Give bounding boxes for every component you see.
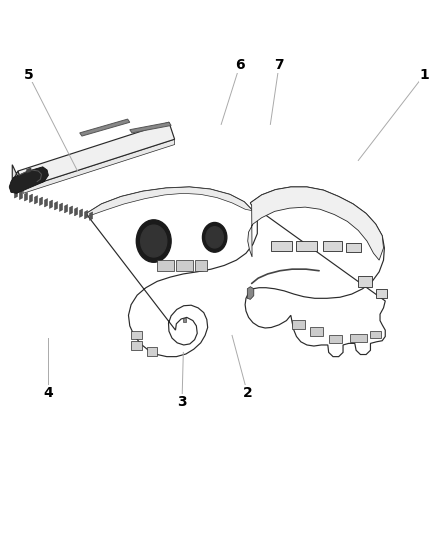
- Polygon shape: [371, 330, 381, 338]
- Polygon shape: [297, 241, 318, 251]
- Polygon shape: [346, 243, 361, 252]
- Polygon shape: [157, 260, 174, 271]
- Polygon shape: [14, 190, 18, 198]
- Polygon shape: [27, 168, 31, 173]
- Polygon shape: [29, 194, 32, 203]
- Polygon shape: [25, 192, 28, 201]
- Polygon shape: [328, 335, 342, 343]
- Polygon shape: [23, 139, 175, 193]
- Polygon shape: [70, 206, 73, 214]
- Text: 3: 3: [177, 395, 187, 409]
- Polygon shape: [86, 187, 253, 216]
- Polygon shape: [49, 200, 53, 208]
- Polygon shape: [19, 191, 22, 199]
- Polygon shape: [9, 167, 48, 193]
- Text: 4: 4: [43, 386, 53, 400]
- Polygon shape: [60, 203, 63, 212]
- Circle shape: [141, 225, 167, 257]
- Circle shape: [136, 220, 171, 262]
- Polygon shape: [245, 187, 385, 357]
- Text: 2: 2: [242, 386, 252, 400]
- Polygon shape: [18, 122, 175, 188]
- Polygon shape: [292, 319, 305, 329]
- Polygon shape: [147, 347, 157, 356]
- Polygon shape: [39, 197, 42, 206]
- Polygon shape: [376, 289, 387, 298]
- Polygon shape: [184, 318, 186, 322]
- Polygon shape: [350, 334, 367, 342]
- Polygon shape: [358, 276, 372, 287]
- Polygon shape: [45, 198, 47, 207]
- Polygon shape: [195, 260, 207, 271]
- Text: 6: 6: [235, 58, 245, 72]
- Polygon shape: [12, 165, 23, 188]
- Polygon shape: [86, 187, 257, 357]
- Polygon shape: [130, 122, 171, 133]
- Polygon shape: [74, 207, 78, 216]
- Polygon shape: [177, 260, 193, 271]
- Text: 1: 1: [420, 68, 429, 82]
- Polygon shape: [35, 196, 38, 204]
- Polygon shape: [64, 205, 67, 213]
- Polygon shape: [247, 287, 254, 300]
- Polygon shape: [311, 327, 323, 336]
- Polygon shape: [89, 212, 92, 220]
- Text: 5: 5: [24, 68, 33, 82]
- Polygon shape: [248, 187, 384, 260]
- Polygon shape: [80, 209, 82, 217]
- Circle shape: [206, 227, 223, 248]
- Polygon shape: [131, 341, 141, 350]
- Polygon shape: [131, 330, 141, 338]
- Polygon shape: [323, 241, 342, 251]
- Text: 7: 7: [274, 58, 284, 72]
- Circle shape: [202, 222, 227, 252]
- Polygon shape: [54, 201, 57, 210]
- Polygon shape: [271, 241, 292, 251]
- Polygon shape: [80, 119, 130, 136]
- Polygon shape: [85, 211, 88, 219]
